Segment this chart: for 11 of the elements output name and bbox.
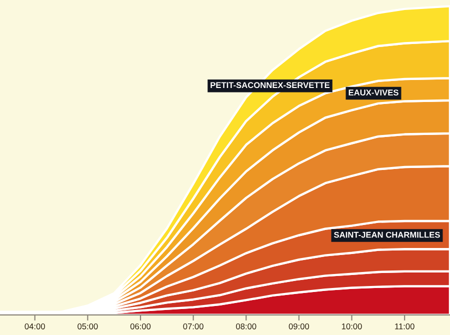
x-tick-label: 07:00 xyxy=(183,323,204,330)
x-tick-label: 11:00 xyxy=(395,323,414,330)
x-tick-label: 04:00 xyxy=(24,323,45,330)
x-tick-label: 05:00 xyxy=(78,323,98,330)
x-tick-label: 09:00 xyxy=(288,323,310,330)
series-label: PETIT-SACONNEX-SERVETTE xyxy=(210,82,330,88)
x-tick-label: 06:00 xyxy=(130,323,151,330)
series-label: EAUX-VIVES xyxy=(348,90,398,96)
series-label: SAINT-JEAN CHARMILLES xyxy=(334,232,440,238)
x-tick-label: 08:00 xyxy=(236,323,256,330)
x-tick-label: 10:00 xyxy=(342,323,362,330)
